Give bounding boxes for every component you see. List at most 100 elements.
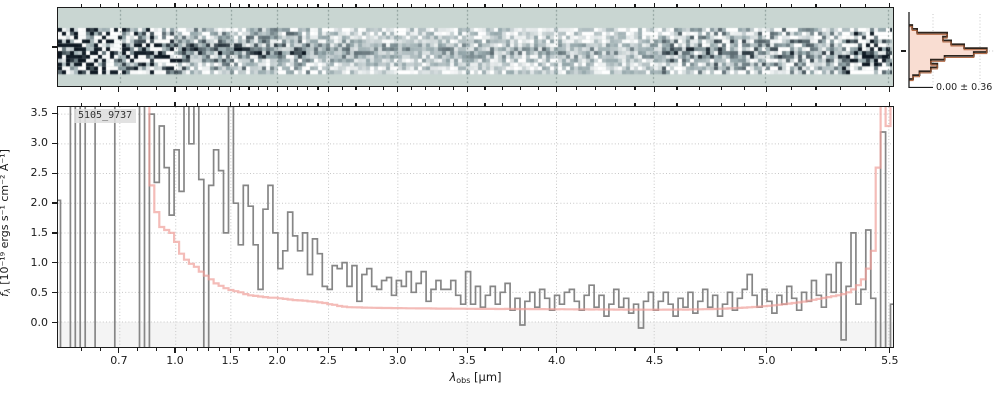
major-tick bbox=[276, 101, 278, 106]
minor-tick bbox=[137, 4, 139, 7]
minor-tick bbox=[520, 4, 522, 7]
major-tick bbox=[397, 348, 399, 353]
minor-tick bbox=[196, 103, 198, 106]
minor-tick bbox=[341, 4, 343, 7]
histogram-fill bbox=[909, 25, 987, 79]
minor-tick bbox=[520, 348, 522, 351]
residual-hist-panel bbox=[905, 12, 997, 89]
hist-stats-label: 0.00 ± 0.36 bbox=[936, 82, 993, 93]
minor-tick bbox=[99, 87, 101, 90]
minor-tick bbox=[595, 87, 597, 90]
minor-tick bbox=[698, 103, 701, 106]
minor-tick bbox=[595, 103, 597, 106]
minor-tick bbox=[502, 348, 504, 351]
minor-tick bbox=[790, 348, 792, 351]
spectrum-step-line bbox=[58, 107, 893, 347]
y-tick-label: 3.5 bbox=[30, 106, 49, 120]
y-tick-label: 3.0 bbox=[30, 136, 49, 150]
major-tick bbox=[327, 2, 329, 7]
minor-tick bbox=[99, 4, 101, 7]
major-tick bbox=[466, 101, 468, 106]
obs-subscript: obs bbox=[456, 376, 471, 385]
minor-tick bbox=[698, 4, 701, 7]
minor-tick bbox=[317, 4, 319, 7]
minor-tick bbox=[790, 4, 792, 7]
minor-tick bbox=[790, 87, 792, 90]
major-tick bbox=[229, 348, 231, 353]
y-major-tick bbox=[52, 112, 57, 114]
residual-histogram bbox=[908, 12, 995, 89]
minor-tick bbox=[196, 4, 198, 7]
minor-tick bbox=[452, 87, 454, 90]
major-tick bbox=[466, 2, 468, 7]
minor-tick bbox=[575, 103, 577, 106]
minor-tick bbox=[185, 348, 187, 351]
minor-tick bbox=[257, 4, 259, 7]
spectrum-panel bbox=[57, 106, 894, 348]
panel-left-tick bbox=[52, 46, 57, 48]
minor-tick bbox=[239, 4, 241, 7]
major-tick bbox=[174, 87, 176, 92]
major-tick bbox=[766, 2, 768, 7]
minor-tick bbox=[815, 103, 817, 106]
y-major-tick bbox=[52, 262, 57, 264]
x-unit: [μm] bbox=[470, 370, 502, 384]
y-major-tick bbox=[52, 202, 57, 204]
x-tick-label: 1.0 bbox=[166, 354, 184, 367]
x-tick-label: 1.5 bbox=[221, 354, 240, 367]
major-tick bbox=[118, 348, 120, 353]
minor-tick bbox=[520, 87, 522, 90]
uncertainty-line bbox=[148, 107, 892, 311]
minor-tick bbox=[267, 103, 269, 106]
y-tick-label: 2.5 bbox=[30, 166, 49, 180]
y-tick-label: 0.0 bbox=[30, 315, 49, 329]
major-tick bbox=[556, 101, 558, 106]
minor-tick bbox=[355, 87, 357, 90]
minor-tick bbox=[355, 4, 357, 7]
minor-tick bbox=[411, 103, 413, 106]
lambda-symbol: λ bbox=[449, 370, 457, 384]
minor-tick bbox=[185, 87, 187, 90]
minor-tick bbox=[411, 348, 413, 351]
x-tick-label: 2.0 bbox=[268, 354, 286, 367]
minor-tick bbox=[248, 348, 250, 351]
major-tick bbox=[889, 101, 891, 106]
minor-tick bbox=[634, 103, 636, 106]
major-tick bbox=[174, 2, 176, 7]
minor-tick bbox=[355, 103, 357, 106]
minor-tick bbox=[595, 348, 597, 351]
minor-tick bbox=[452, 4, 454, 7]
minor-tick bbox=[614, 4, 616, 7]
minor-tick bbox=[341, 103, 343, 106]
major-tick bbox=[466, 87, 468, 92]
minor-tick bbox=[185, 103, 187, 106]
spec2d-image bbox=[58, 8, 892, 85]
y-major-tick bbox=[52, 232, 57, 234]
minor-tick bbox=[248, 4, 250, 7]
major-tick bbox=[276, 2, 278, 7]
minor-tick bbox=[721, 4, 723, 7]
minor-tick bbox=[721, 87, 723, 90]
major-tick bbox=[766, 87, 768, 92]
minor-tick bbox=[698, 348, 701, 351]
minor-tick bbox=[307, 4, 309, 7]
major-tick bbox=[766, 348, 768, 353]
minor-tick bbox=[317, 348, 319, 351]
minor-tick bbox=[248, 87, 250, 90]
minor-tick bbox=[297, 4, 299, 7]
minor-tick bbox=[81, 103, 83, 106]
source-id-label: 5105_9737 bbox=[74, 109, 137, 123]
minor-tick bbox=[239, 348, 241, 351]
minor-tick bbox=[815, 348, 817, 351]
minor-tick bbox=[614, 87, 616, 90]
minor-tick bbox=[185, 4, 187, 7]
x-axis-label: λobs [μm] bbox=[57, 370, 894, 385]
minor-tick bbox=[369, 4, 371, 7]
minor-tick bbox=[575, 4, 577, 7]
minor-tick bbox=[864, 87, 866, 90]
minor-tick bbox=[81, 4, 83, 7]
minor-tick bbox=[137, 87, 139, 90]
minor-tick bbox=[257, 348, 259, 351]
y-major-tick bbox=[52, 142, 57, 144]
minor-tick bbox=[575, 348, 577, 351]
